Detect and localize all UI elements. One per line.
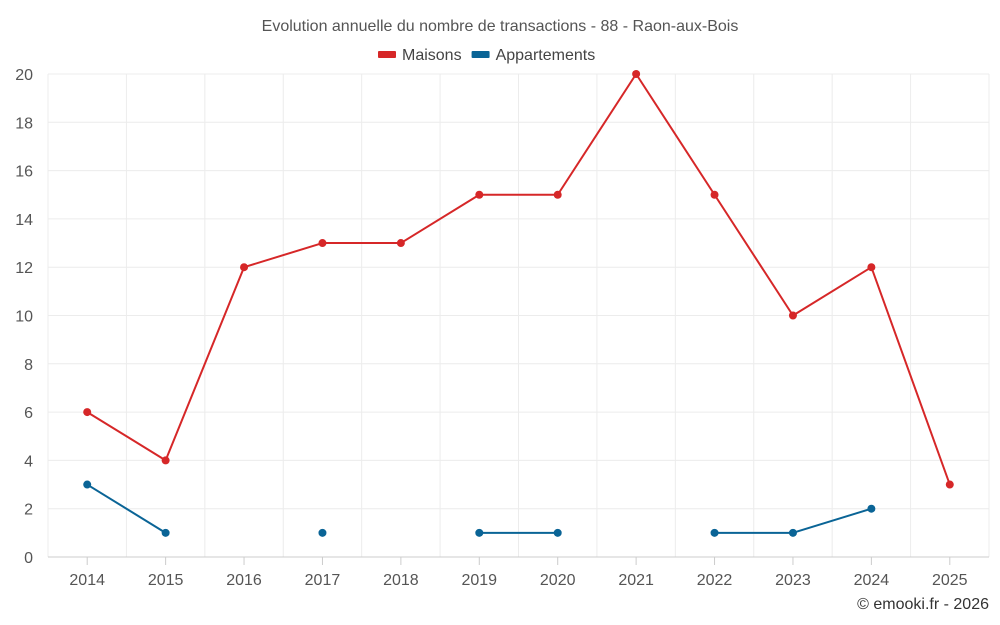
y-tick-label: 20: [15, 67, 33, 84]
legend: Maisons Appartements: [378, 47, 595, 64]
x-tick-label: 2019: [461, 572, 497, 589]
data-point-maisons[interactable]: [240, 263, 249, 272]
x-tick-label: 2017: [305, 572, 341, 589]
legend-label: Appartements: [496, 47, 596, 64]
y-axis: 0 2 4 6 8 10 12 14 16 18 20: [15, 67, 33, 567]
y-tick-label: 6: [24, 405, 33, 422]
legend-label: Maisons: [402, 47, 462, 64]
x-tick-label: 2014: [69, 572, 105, 589]
data-point-appartements[interactable]: [867, 504, 876, 513]
series-line-maisons: [86, 73, 951, 485]
series-appartements: [83, 480, 876, 537]
data-point-appartements[interactable]: [318, 528, 327, 537]
gridlines: [47, 73, 990, 557]
series-line-appartements: [86, 483, 167, 534]
x-tick-label: 2016: [226, 572, 262, 589]
y-tick-label: 14: [15, 212, 33, 229]
data-point-appartements[interactable]: [161, 528, 170, 537]
x-tick-label: 2025: [932, 572, 968, 589]
data-point-appartements[interactable]: [710, 528, 719, 537]
x-tick-label: 2023: [775, 572, 811, 589]
data-point-appartements[interactable]: [475, 528, 484, 537]
y-tick-label: 10: [15, 309, 33, 326]
y-tick-label: 8: [24, 357, 33, 374]
y-tick-label: 18: [15, 115, 33, 132]
x-tick-label: 2021: [618, 572, 654, 589]
legend-swatch: [378, 51, 396, 58]
data-point-maisons[interactable]: [475, 190, 484, 199]
data-point-maisons[interactable]: [553, 190, 562, 199]
x-tick-label: 2024: [854, 572, 890, 589]
credit-text: © emooki.fr - 2026: [857, 596, 989, 613]
y-tick-label: 2: [24, 502, 33, 519]
data-point-maisons[interactable]: [161, 456, 170, 465]
legend-swatch: [471, 51, 490, 58]
data-point-maisons[interactable]: [83, 408, 92, 417]
x-tick-label: 2020: [540, 572, 576, 589]
series: [83, 70, 954, 537]
legend-item-appartements[interactable]: Appartements: [471, 47, 596, 64]
x-tick-label: 2018: [383, 572, 419, 589]
x-axis: 2014 2015 2016 2017 2018 2019 2020 2021 2022 2023…: [48, 556, 989, 589]
data-point-maisons[interactable]: [788, 311, 797, 320]
y-tick-label: 12: [15, 260, 33, 277]
chart-title: Evolution annuelle du nombre de transact…: [262, 18, 739, 35]
data-point-maisons[interactable]: [396, 239, 405, 248]
x-tick-label: 2015: [148, 572, 184, 589]
data-point-maisons[interactable]: [318, 239, 327, 248]
data-point-appartements[interactable]: [788, 528, 797, 537]
legend-item-maisons[interactable]: Maisons: [378, 47, 462, 64]
data-point-maisons[interactable]: [632, 70, 641, 78]
data-point-appartements[interactable]: [83, 480, 92, 489]
data-point-maisons[interactable]: [710, 190, 719, 199]
series-maisons: [83, 70, 954, 489]
data-point-maisons[interactable]: [867, 263, 876, 272]
y-tick-label: 16: [15, 164, 33, 181]
y-tick-label: 0: [24, 550, 33, 567]
data-point-appartements[interactable]: [553, 528, 562, 537]
x-tick-label: 2022: [697, 572, 733, 589]
data-point-maisons[interactable]: [945, 480, 954, 489]
y-tick-label: 4: [24, 453, 33, 470]
